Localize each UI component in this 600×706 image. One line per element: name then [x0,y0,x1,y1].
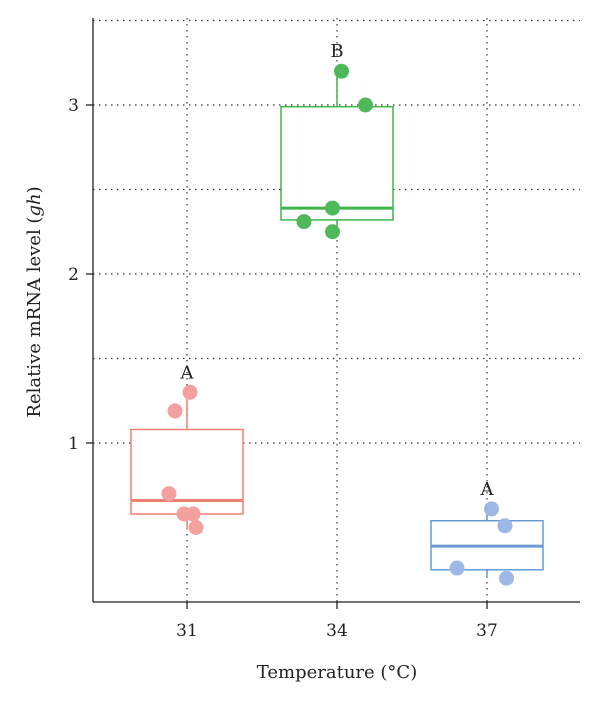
tick-labels: 1 2 3 31 34 37 [68,96,498,641]
data-point [449,560,465,576]
y-tick-label: 3 [68,96,79,116]
data-point [499,570,514,586]
data-point [334,63,349,79]
data-point [497,518,513,534]
data-point [325,200,340,216]
box-34 [280,71,394,232]
box-37 [430,508,544,579]
data-point [161,486,177,502]
data-point [185,506,201,522]
significance-labels: A B A [180,41,495,500]
significance-label: A [180,362,195,383]
data-points [161,63,514,586]
data-point [182,384,198,400]
box-31 [130,392,244,530]
data-point [484,501,499,517]
y-tick-label: 1 [68,434,79,454]
y-axis-title-prefix: Relative mRNA level ( [24,217,45,418]
x-axis-title: Temperature (°C) [257,662,417,683]
y-axis-title: Relative mRNA level (gh) [24,186,45,417]
x-tick-label: 31 [176,621,198,641]
data-point [325,224,340,240]
significance-label: B [330,41,343,62]
x-tick-label: 34 [326,621,348,641]
data-point [358,97,373,113]
y-axis-title-gene: gh [24,193,45,216]
data-point [296,214,312,230]
y-tick-label: 2 [68,265,79,285]
boxes [130,71,544,579]
data-point [188,520,204,535]
significance-label: A [480,479,495,500]
box-body [280,105,394,221]
data-point [167,403,183,419]
x-tick-label: 37 [476,621,498,641]
y-axis-title-suffix: ) [24,186,45,193]
